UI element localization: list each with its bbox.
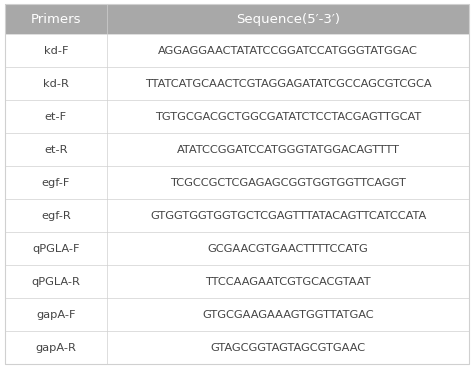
- Text: GTAGCGGTAGTAGCGTGAAC: GTAGCGGTAGTAGCGTGAAC: [210, 343, 365, 353]
- Bar: [5, 100, 469, 133]
- Text: et-R: et-R: [44, 145, 68, 155]
- Bar: [5, 4, 469, 34]
- Bar: [5, 166, 469, 199]
- Text: Primers: Primers: [31, 13, 81, 25]
- Bar: [5, 298, 469, 331]
- Bar: [5, 265, 469, 298]
- Text: qPGLA-F: qPGLA-F: [32, 244, 80, 254]
- Bar: [5, 232, 469, 265]
- Text: GTGGTGGTGGTGCTCGAGTTTATACAGTTCATCCATA: GTGGTGGTGGTGCTCGAGTTTATACAGTTCATCCATA: [150, 211, 426, 221]
- Text: egf-F: egf-F: [42, 178, 70, 188]
- Text: GCGAACGTGAACTTTTCCATG: GCGAACGTGAACTTTTCCATG: [208, 244, 368, 254]
- Text: GTGCGAAGAAAGTGGTTATGAC: GTGCGAAGAAAGTGGTTATGAC: [202, 310, 374, 320]
- Bar: [5, 331, 469, 364]
- Text: TCGCCGCTCGAGAGCGGTGGTGGTTCAGGT: TCGCCGCTCGAGAGCGGTGGTGGTTCAGGT: [170, 178, 406, 188]
- Bar: [5, 34, 469, 67]
- Text: kd-R: kd-R: [43, 79, 69, 89]
- Text: gapA-F: gapA-F: [36, 310, 75, 320]
- Bar: [5, 199, 469, 232]
- Text: egf-R: egf-R: [41, 211, 71, 221]
- Text: ATATCCGGATCCATGGGTATGGACAGTTTT: ATATCCGGATCCATGGGTATGGACAGTTTT: [177, 145, 400, 155]
- Text: TTCCAAGAATCGTGCACGTAAT: TTCCAAGAATCGTGCACGTAAT: [205, 277, 371, 287]
- Text: et-F: et-F: [45, 112, 67, 122]
- Text: qPGLA-R: qPGLA-R: [31, 277, 80, 287]
- Text: kd-F: kd-F: [44, 46, 68, 56]
- Bar: [5, 67, 469, 100]
- Text: Sequence(5′-3′): Sequence(5′-3′): [236, 13, 340, 25]
- Text: gapA-R: gapA-R: [36, 343, 76, 353]
- Text: TTATCATGCAACTCGTAGGAGATATCGCCAGCGTCGCA: TTATCATGCAACTCGTAGGAGATATCGCCAGCGTCGCA: [145, 79, 431, 89]
- Text: TGTGCGACGCTGGCGATATCTCCTACGAGTTGCAT: TGTGCGACGCTGGCGATATCTCCTACGAGTTGCAT: [155, 112, 421, 122]
- Bar: [5, 133, 469, 166]
- Text: AGGAGGAACTATATCCGGATCCATGGGTATGGAC: AGGAGGAACTATATCCGGATCCATGGGTATGGAC: [158, 46, 418, 56]
